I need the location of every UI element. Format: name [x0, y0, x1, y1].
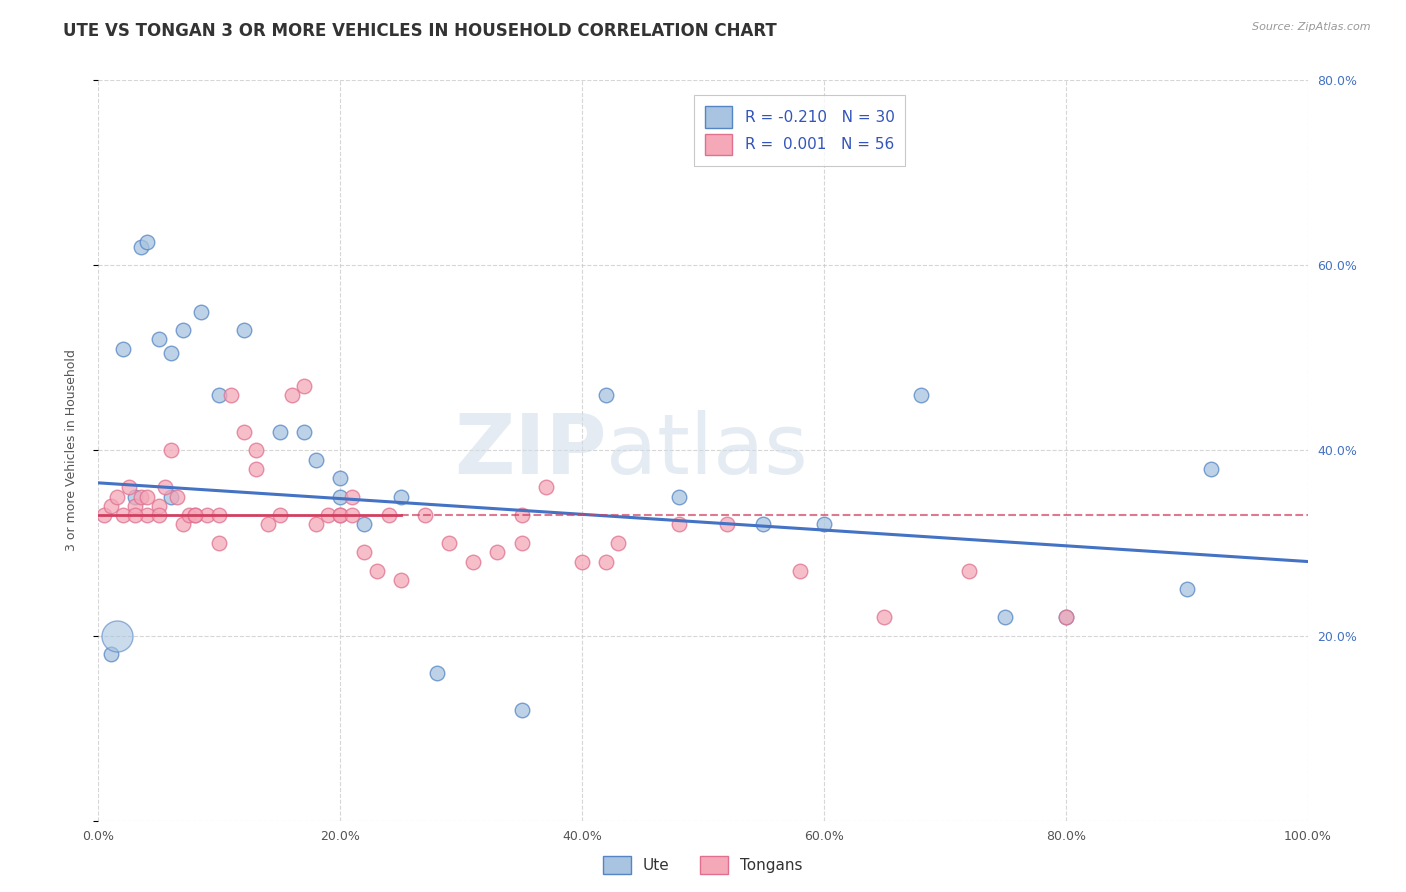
Point	[789, 564, 811, 578]
Point	[111, 508, 134, 523]
Point	[195, 508, 218, 523]
Point	[160, 443, 183, 458]
Point	[124, 490, 146, 504]
Point	[342, 490, 364, 504]
Point	[129, 490, 152, 504]
Point	[269, 508, 291, 523]
Point	[510, 508, 533, 523]
Point	[105, 628, 128, 642]
Point	[668, 517, 690, 532]
Point	[232, 323, 254, 337]
Point	[571, 555, 593, 569]
Point	[366, 564, 388, 578]
Point	[184, 508, 207, 523]
Point	[813, 517, 835, 532]
Legend: R = -0.210   N = 30, R =  0.001   N = 56: R = -0.210 N = 30, R = 0.001 N = 56	[695, 95, 905, 166]
Point	[124, 499, 146, 513]
Point	[342, 508, 364, 523]
Point	[153, 480, 176, 494]
Point	[426, 665, 449, 680]
Text: ZIP: ZIP	[454, 410, 606, 491]
Point	[752, 517, 775, 532]
Point	[184, 508, 207, 523]
Point	[668, 490, 690, 504]
Point	[994, 610, 1017, 624]
Point	[305, 452, 328, 467]
Point	[135, 490, 157, 504]
Point	[716, 517, 738, 532]
Point	[148, 508, 170, 523]
Point	[510, 703, 533, 717]
Point	[353, 517, 375, 532]
Point	[510, 536, 533, 550]
Point	[389, 573, 412, 587]
Point	[534, 480, 557, 494]
Point	[1054, 610, 1077, 624]
Point	[377, 508, 399, 523]
Point	[245, 462, 267, 476]
Point	[329, 471, 352, 485]
Point	[607, 536, 630, 550]
Point	[166, 490, 188, 504]
Point	[353, 545, 375, 559]
Point	[595, 555, 617, 569]
Point	[873, 610, 896, 624]
Point	[1199, 462, 1222, 476]
Text: Source: ZipAtlas.com: Source: ZipAtlas.com	[1253, 22, 1371, 32]
Point	[100, 499, 122, 513]
Point	[148, 499, 170, 513]
Y-axis label: 3 or more Vehicles in Household: 3 or more Vehicles in Household	[65, 350, 77, 551]
Point	[316, 508, 339, 523]
Point	[208, 388, 231, 402]
Point	[208, 536, 231, 550]
Point	[486, 545, 509, 559]
Point	[160, 490, 183, 504]
Point	[135, 235, 157, 250]
Point	[292, 425, 315, 439]
Point	[208, 508, 231, 523]
Point	[957, 564, 980, 578]
Point	[413, 508, 436, 523]
Point	[190, 304, 212, 318]
Point	[437, 536, 460, 550]
Point	[111, 342, 134, 356]
Point	[1054, 610, 1077, 624]
Point	[129, 240, 152, 254]
Point	[100, 647, 122, 661]
Point	[245, 443, 267, 458]
Point	[463, 555, 485, 569]
Point	[269, 425, 291, 439]
Point	[232, 425, 254, 439]
Point	[329, 490, 352, 504]
Point	[329, 508, 352, 523]
Point	[135, 508, 157, 523]
Point	[160, 346, 183, 360]
Point	[172, 517, 194, 532]
Point	[172, 323, 194, 337]
Point	[124, 508, 146, 523]
Point	[305, 517, 328, 532]
Point	[595, 388, 617, 402]
Point	[389, 490, 412, 504]
Text: atlas: atlas	[606, 410, 808, 491]
Point	[118, 480, 141, 494]
Point	[179, 508, 201, 523]
Point	[1175, 582, 1198, 597]
Point	[329, 508, 352, 523]
Text: UTE VS TONGAN 3 OR MORE VEHICLES IN HOUSEHOLD CORRELATION CHART: UTE VS TONGAN 3 OR MORE VEHICLES IN HOUS…	[63, 22, 778, 40]
Legend: Ute, Tongans: Ute, Tongans	[598, 850, 808, 880]
Point	[292, 378, 315, 392]
Point	[148, 332, 170, 346]
Point	[105, 490, 128, 504]
Point	[93, 508, 115, 523]
Point	[221, 388, 243, 402]
Point	[256, 517, 278, 532]
Point	[281, 388, 304, 402]
Point	[910, 388, 932, 402]
